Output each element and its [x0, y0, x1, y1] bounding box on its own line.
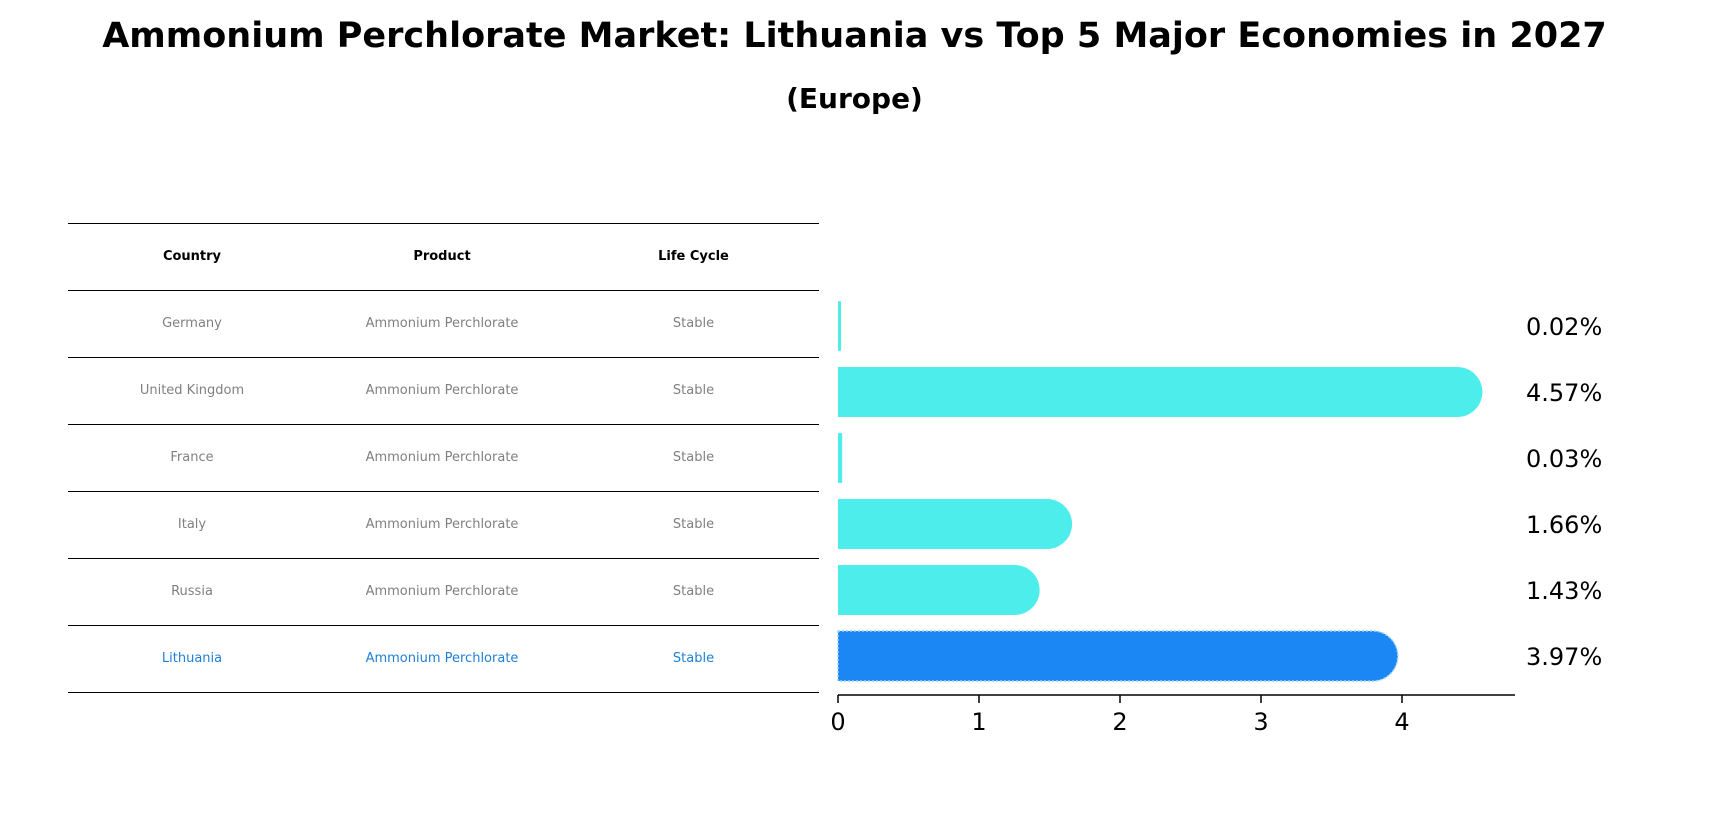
- cell-life-cycle: Stable: [672, 316, 715, 331]
- x-tick-label: 2: [1112, 708, 1127, 736]
- table-row: Germany Ammonium Perchlorate Stable: [68, 290, 819, 357]
- cell-product: Ammonium Perchlorate: [365, 584, 519, 599]
- x-tick-label: 1: [971, 708, 986, 736]
- cell-country: France: [170, 450, 214, 465]
- cell-life-cycle: Stable: [672, 517, 715, 532]
- header-product: Product: [413, 249, 471, 264]
- bar: [838, 301, 841, 351]
- x-tick-label: 4: [1394, 708, 1409, 736]
- cell-product: Ammonium Perchlorate: [365, 517, 519, 532]
- value-label: 4.57%: [1526, 379, 1602, 407]
- table-row: Italy Ammonium Perchlorate Stable: [68, 491, 819, 558]
- cell-country: Russia: [171, 584, 213, 599]
- cell-product: Ammonium Perchlorate: [365, 316, 519, 331]
- cell-life-cycle: Stable: [672, 383, 715, 398]
- table-row: Russia Ammonium Perchlorate Stable: [68, 558, 819, 625]
- x-tick-label: 0: [830, 708, 845, 736]
- cell-life-cycle: Stable: [672, 584, 715, 599]
- x-tick-label: 3: [1253, 708, 1268, 736]
- cell-country: Italy: [177, 517, 207, 532]
- data-table: Country Product Life Cycle Germany Ammon…: [68, 223, 819, 693]
- cell-product: Ammonium Perchlorate: [365, 450, 519, 465]
- bar: [838, 367, 1483, 417]
- header-life-cycle: Life Cycle: [658, 249, 729, 264]
- chart-subtitle: (Europe): [786, 82, 923, 115]
- table-header-row: Country Product Life Cycle: [68, 223, 819, 290]
- table-row: United Kingdom Ammonium Perchlorate Stab…: [68, 357, 819, 424]
- bar-highlight: [837, 630, 1399, 682]
- cell-life-cycle: Stable: [672, 651, 715, 666]
- header-country: Country: [162, 249, 222, 264]
- value-label: 1.43%: [1526, 577, 1602, 605]
- bar: [838, 565, 1040, 615]
- value-label: 0.03%: [1526, 445, 1602, 473]
- table-row: France Ammonium Perchlorate Stable: [68, 424, 819, 491]
- value-label: 3.97%: [1526, 643, 1602, 671]
- bar: [838, 433, 843, 483]
- value-label: 0.02%: [1526, 313, 1602, 341]
- value-label: 1.66%: [1526, 511, 1602, 539]
- chart-title: Ammonium Perchlorate Market: Lithuania v…: [102, 16, 1607, 56]
- cell-country: United Kingdom: [139, 383, 245, 398]
- cell-product: Ammonium Perchlorate: [365, 383, 519, 398]
- bar: [838, 499, 1073, 549]
- cell-country: Germany: [162, 316, 222, 331]
- cell-product: Ammonium Perchlorate: [365, 651, 519, 666]
- cell-life-cycle: Stable: [672, 450, 715, 465]
- table-row-highlight: Lithuania Ammonium Perchlorate Stable: [68, 625, 819, 693]
- cell-country: Lithuania: [161, 651, 223, 666]
